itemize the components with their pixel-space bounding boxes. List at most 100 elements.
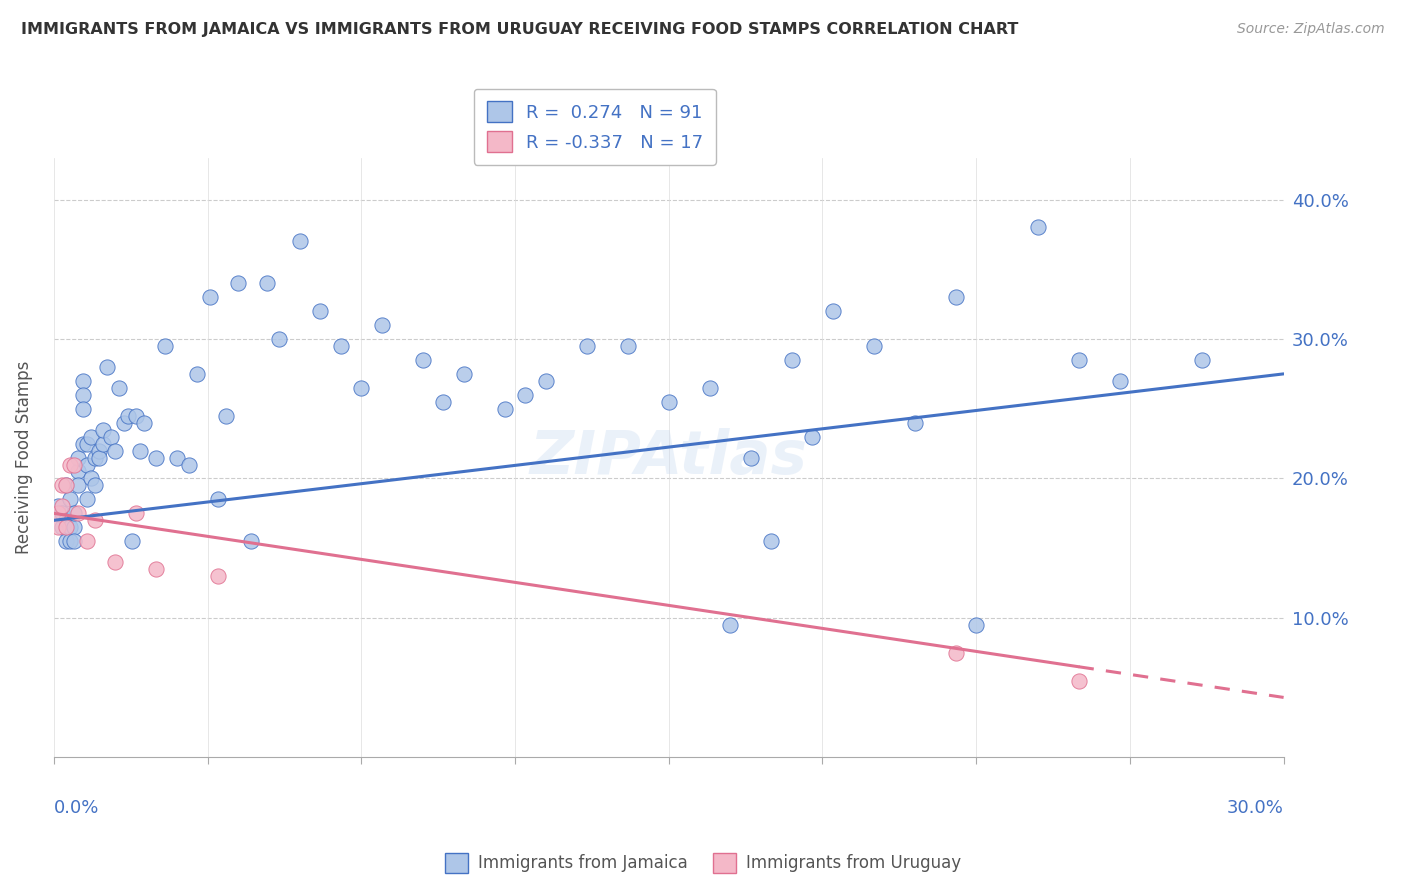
Point (59, 458, 82, 472)
Point (740, 450, 762, 465)
Point (1067, 673, 1090, 688)
Point (80, 429, 103, 443)
Point (104, 443, 127, 458)
Point (59, 534, 82, 549)
Point (534, 374, 557, 388)
Point (108, 381, 131, 395)
Point (432, 394, 454, 409)
Point (412, 353, 434, 368)
Point (67, 506, 90, 520)
Point (63, 534, 86, 549)
Point (63, 458, 86, 472)
Point (371, 318, 394, 332)
Point (76, 458, 98, 472)
Point (207, 569, 229, 583)
Point (76, 436, 98, 450)
Text: ZIPAtlas: ZIPAtlas (530, 428, 807, 487)
Point (207, 492, 229, 507)
Point (67, 478, 90, 492)
Point (51, 506, 73, 520)
Point (616, 339, 638, 353)
Point (256, 277, 278, 291)
Point (145, 450, 167, 465)
Point (63, 520, 86, 534)
Point (1108, 374, 1130, 388)
Point (494, 401, 516, 416)
Point (51, 478, 73, 492)
Point (83, 513, 105, 527)
Point (945, 290, 967, 304)
Legend: R =  0.274   N = 91, R = -0.337   N = 17: R = 0.274 N = 91, R = -0.337 N = 17 (474, 89, 716, 165)
Point (945, 646, 967, 660)
Point (51, 500, 73, 514)
Point (132, 416, 155, 430)
Point (121, 534, 143, 549)
Point (67, 450, 90, 465)
Point (288, 235, 311, 249)
Point (76, 534, 98, 549)
Text: 0.0%: 0.0% (53, 799, 100, 817)
Point (780, 353, 803, 368)
Point (51, 520, 73, 534)
Point (100, 429, 122, 443)
Point (46, 500, 69, 514)
Text: 30.0%: 30.0% (1227, 799, 1284, 817)
Point (83, 478, 105, 492)
Point (83, 450, 105, 465)
Point (117, 409, 139, 423)
Point (1026, 220, 1049, 235)
Point (179, 458, 201, 472)
Text: IMMIGRANTS FROM JAMAICA VS IMMIGRANTS FROM URUGUAY RECEIVING FOOD STAMPS CORRELA: IMMIGRANTS FROM JAMAICA VS IMMIGRANTS FR… (21, 22, 1018, 37)
Point (96, 359, 118, 374)
Point (821, 304, 844, 318)
Point (1067, 353, 1090, 368)
Point (801, 429, 824, 443)
Point (72, 388, 94, 402)
Point (72, 436, 94, 450)
Point (67, 465, 90, 479)
Point (904, 416, 927, 430)
Point (72, 401, 94, 416)
Point (329, 339, 352, 353)
Point (186, 367, 208, 381)
Point (87, 450, 110, 465)
Point (87, 443, 110, 458)
Point (453, 367, 475, 381)
Point (55, 520, 77, 534)
Point (80, 471, 103, 485)
Point (309, 304, 332, 318)
Text: Source: ZipAtlas.com: Source: ZipAtlas.com (1237, 22, 1385, 37)
Point (112, 416, 135, 430)
Point (59, 520, 82, 534)
Point (104, 555, 127, 569)
Point (46, 520, 69, 534)
Point (239, 534, 262, 549)
Point (153, 339, 176, 353)
Point (125, 506, 148, 520)
Point (350, 381, 373, 395)
Point (215, 409, 238, 423)
Point (699, 381, 721, 395)
Point (198, 290, 221, 304)
Point (91, 436, 114, 450)
Point (55, 478, 77, 492)
Point (76, 492, 98, 507)
Y-axis label: Receiving Food Stamps: Receiving Food Stamps (15, 361, 32, 554)
Point (46, 506, 69, 520)
Point (761, 534, 783, 549)
Point (269, 332, 291, 346)
Point (55, 513, 77, 527)
Point (55, 534, 77, 549)
Point (125, 409, 148, 423)
Point (55, 478, 77, 492)
Point (1191, 353, 1213, 368)
Point (658, 394, 681, 409)
Legend: Immigrants from Jamaica, Immigrants from Uruguay: Immigrants from Jamaica, Immigrants from… (439, 847, 967, 880)
Point (575, 339, 598, 353)
Point (965, 618, 987, 632)
Point (63, 506, 86, 520)
Point (718, 618, 741, 632)
Point (129, 443, 152, 458)
Point (91, 423, 114, 437)
Point (515, 388, 537, 402)
